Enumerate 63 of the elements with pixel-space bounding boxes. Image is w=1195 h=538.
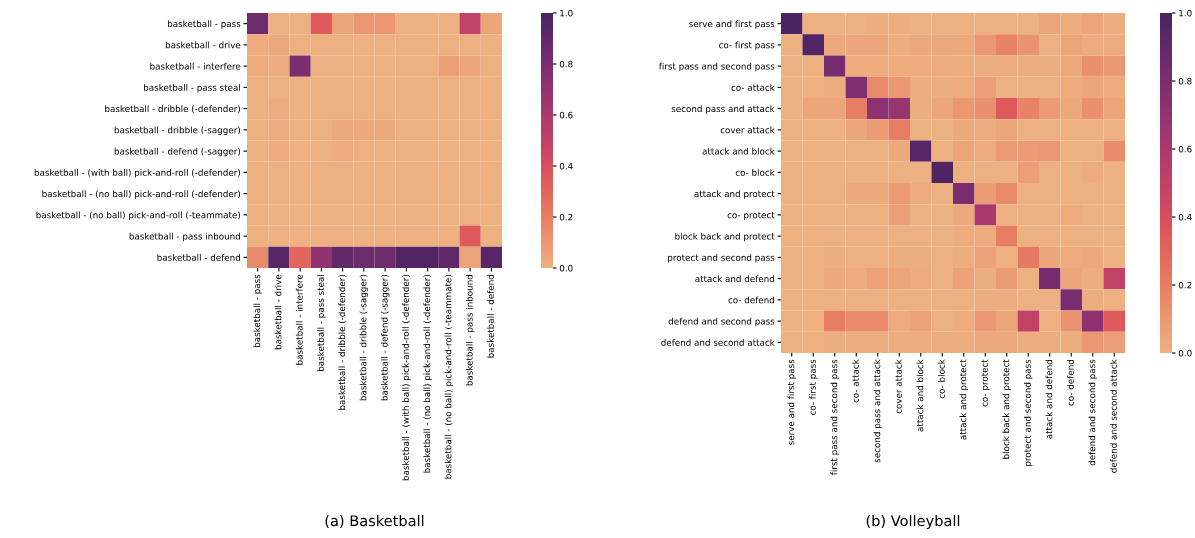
color-bar-label: 0.0 xyxy=(1178,349,1192,357)
color-bar-label: 0.2 xyxy=(1178,281,1192,289)
color-bar-label: 1.0 xyxy=(560,9,573,17)
y-tick-label: attack and protect xyxy=(694,190,775,199)
x-tick-label: protect and second pass xyxy=(1024,359,1033,466)
x-tick-label: attack and defend xyxy=(1045,360,1053,439)
x-tick-label: basketball - defend xyxy=(487,275,494,358)
y-tick-label: protect and second pass xyxy=(668,254,775,263)
y-tick-label: co- defend xyxy=(728,296,774,304)
x-tick-label: basketball - (with ball) pick-and-roll (-defender) xyxy=(402,275,411,481)
color-bar-label: 0.2 xyxy=(559,213,573,221)
y-tick-label: first pass and second pass xyxy=(658,62,775,72)
color-bar-label: 0.4 xyxy=(1178,213,1192,221)
x-tick-label: co- block xyxy=(938,359,945,399)
x-tick-label: basketball - interfere xyxy=(295,274,303,365)
x-tick-label: attack and block xyxy=(916,359,924,432)
color-bar-label: 1.0 xyxy=(1179,9,1192,17)
y-tick-label: serve and first pass xyxy=(689,20,775,29)
x-tick-label: attack and protect xyxy=(959,359,968,440)
y-tick-label: basketball - defend xyxy=(157,254,240,261)
color-bar-label: 0.6 xyxy=(1178,145,1192,153)
y-tick-label: basketball - (no ball) pick-and-roll (-teammate) xyxy=(36,211,240,221)
x-tick-label: co- attack xyxy=(852,359,859,403)
y-tick-label: basketball - interfere xyxy=(150,62,241,70)
y-tick-label: basketball - dribble (-sagger) xyxy=(114,126,240,136)
y-tick-label: basketball - pass inbound xyxy=(129,232,240,242)
y-tick-label: co- protect xyxy=(727,212,775,221)
x-tick-label: basketball - (no ball) pick-and-roll (-defender) xyxy=(423,275,432,473)
y-tick-label: basketball - drive xyxy=(165,41,241,49)
x-tick-label: basketball - defend (-sagger) xyxy=(380,275,390,401)
color-bar-label: 0.4 xyxy=(559,162,573,170)
color-bar-label: 0.0 xyxy=(559,264,573,272)
y-tick-label: block back and protect xyxy=(675,232,775,242)
y-tick-label: second pass and attack xyxy=(671,105,775,114)
x-tick-label: co- defend xyxy=(1067,360,1074,406)
x-tick-label: co- first pass xyxy=(809,359,818,415)
y-tick-label: co- block xyxy=(735,169,775,176)
x-tick-label: basketball - (no ball) pick-and-roll (-teammate) xyxy=(444,275,454,479)
y-tick-label: co- first pass xyxy=(719,41,775,51)
text: (a) Basketball xyxy=(325,514,424,528)
y-tick-label: co- attack xyxy=(731,84,775,91)
x-tick-label: cover attack xyxy=(895,359,902,414)
x-tick-label: basketball - dribble (-defender) xyxy=(338,275,347,410)
x-tick-label: basketball - dribble (-sagger) xyxy=(359,275,369,401)
y-tick-label: basketball - pass steal xyxy=(144,84,240,93)
x-tick-label: basketball - pass inbound xyxy=(465,275,475,386)
y-tick-label: attack and block xyxy=(702,147,775,155)
y-tick-label: basketball - dribble (-defender) xyxy=(105,105,240,114)
y-tick-label: basketball - (with ball) pick-and-roll (-defender) xyxy=(34,169,240,178)
y-tick-label: cover attack xyxy=(720,126,775,134)
y-tick-label: basketball - pass xyxy=(167,20,241,29)
x-tick-label: defend and second attack xyxy=(1110,359,1117,473)
x-tick-label: defend and second pass xyxy=(1088,359,1097,466)
color-bar-label: 0.6 xyxy=(559,111,573,119)
y-tick-label: basketball - defend (-sagger) xyxy=(114,147,240,157)
x-tick-label: co- protect xyxy=(981,359,990,407)
x-tick-label: second pass and attack xyxy=(873,359,882,463)
color-bar-label: 0.8 xyxy=(1178,77,1192,85)
x-tick-label: block back and protect xyxy=(1002,359,1011,459)
y-tick-label: basketball - (no ball) pick-and-roll (-defender) xyxy=(42,190,240,199)
color-bar-label: 0.8 xyxy=(559,60,573,68)
text: (b) Volleyball xyxy=(866,514,960,530)
x-tick-label: basketball - pass steal xyxy=(317,275,326,371)
